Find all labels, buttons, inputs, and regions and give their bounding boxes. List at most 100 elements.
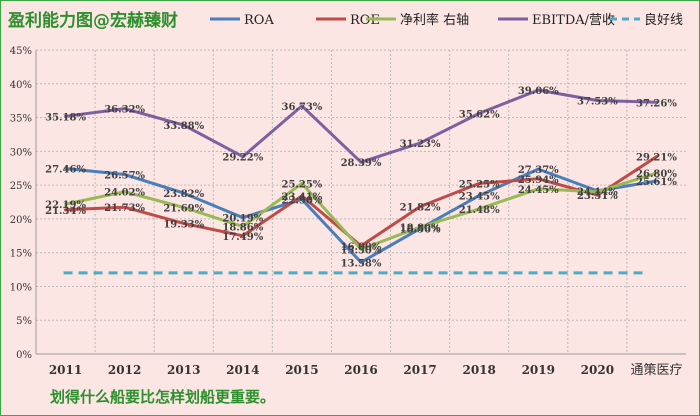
- data-point-roa: [300, 197, 304, 201]
- data-point-roe: [477, 181, 481, 185]
- data-label-ebitda: 31.23%: [400, 139, 441, 150]
- data-point-ebitda: [182, 123, 186, 127]
- data-label-roa: 23.82%: [163, 189, 204, 200]
- x-tick-label: 2015: [285, 363, 318, 377]
- x-tick-label: 2018: [462, 363, 495, 377]
- data-point-net_margin: [64, 202, 68, 206]
- data-label-net_margin: 15.50%: [341, 245, 382, 256]
- data-label-net_margin: 26.80%: [636, 169, 677, 180]
- data-label-net_margin: 25.25%: [281, 179, 322, 190]
- x-tick-label: 2013: [167, 363, 200, 377]
- data-label-roa: 27.46%: [45, 164, 86, 175]
- data-point-roa: [359, 260, 363, 264]
- gridlines: [36, 49, 686, 354]
- data-point-roa: [182, 191, 186, 195]
- data-label-roa: 23.45%: [459, 192, 500, 203]
- chart-title: 盈利能力图@宏赫臻财: [8, 11, 178, 31]
- x-tick-label: 2017: [403, 363, 436, 377]
- data-label-roa: 13.58%: [341, 258, 382, 269]
- legend-label-ebitda: EBITDA/营收: [532, 13, 615, 28]
- data-point-ebitda: [64, 114, 68, 118]
- data-label-roe: 21.82%: [400, 203, 441, 214]
- data-point-net_margin: [654, 171, 658, 175]
- data-label-net_margin: 18.80%: [400, 223, 441, 234]
- data-label-roe: 23.41%: [281, 192, 322, 203]
- data-label-ebitda: 28.39%: [341, 158, 382, 169]
- data-point-net_margin: [123, 190, 127, 194]
- data-point-ebitda: [300, 104, 304, 108]
- data-point-roe: [64, 208, 68, 212]
- data-label-ebitda: 33.88%: [163, 121, 204, 132]
- data-point-roa: [241, 216, 245, 220]
- x-tick-label: 2011: [49, 363, 82, 377]
- legend-label-good_line: 良好线: [644, 12, 683, 28]
- data-label-ebitda: 29.22%: [222, 153, 263, 164]
- data-label-net_margin: 24.02%: [104, 188, 145, 199]
- data-label-roe: 25.25%: [459, 179, 500, 190]
- data-point-net_margin: [536, 187, 540, 191]
- data-label-roe: 17.49%: [222, 232, 263, 243]
- footer-note: 划得什么船要比怎样划船更重要。: [50, 388, 276, 406]
- data-label-roe: 29.21%: [636, 153, 677, 164]
- data-point-ebitda: [654, 100, 658, 104]
- y-tick-label: 45%: [10, 46, 32, 57]
- data-label-net_margin: 24.45%: [518, 185, 559, 196]
- data-label-roe: 25.94%: [518, 175, 559, 186]
- data-label-roe: 16.00%: [341, 242, 382, 253]
- x-tick-label: 2016: [344, 363, 377, 377]
- legend-label-roa: ROA: [244, 13, 274, 28]
- data-point-roe: [123, 205, 127, 209]
- data-label-net_margin: 22.19%: [45, 200, 86, 211]
- data-point-roe: [182, 221, 186, 225]
- legend-label-net_margin: 净利率 右轴: [400, 12, 469, 28]
- data-label-roe: 21.73%: [104, 203, 145, 214]
- data-point-roa: [536, 167, 540, 171]
- data-label-ebitda: 36.73%: [281, 102, 322, 113]
- data-point-net_margin: [595, 190, 599, 194]
- data-point-net_margin: [241, 225, 245, 229]
- y-tick-label: 15%: [10, 249, 32, 260]
- data-point-ebitda: [418, 141, 422, 145]
- data-label-net_margin: 21.69%: [163, 203, 204, 214]
- legend-label-roe: ROE: [350, 13, 380, 28]
- y-tick-label: 25%: [10, 181, 32, 192]
- x-tick-label: 2012: [108, 363, 141, 377]
- y-tick-label: 10%: [10, 282, 32, 293]
- data-point-ebitda: [595, 98, 599, 102]
- data-point-roe: [418, 205, 422, 209]
- data-label-roa: 20.19%: [222, 214, 263, 225]
- x-tick-label: 通策医疗: [630, 362, 682, 378]
- data-label-roa: 24.14%: [577, 187, 618, 198]
- data-label-roa: 27.37%: [518, 165, 559, 176]
- data-point-roe: [300, 194, 304, 198]
- data-point-ebitda: [241, 155, 245, 159]
- y-tick-label: 5%: [16, 316, 32, 327]
- data-point-net_margin: [300, 181, 304, 185]
- data-point-ebitda: [536, 88, 540, 92]
- y-tick-label: 20%: [10, 215, 32, 226]
- data-label-ebitda: 36.32%: [104, 105, 145, 116]
- data-label-roa: 22.90%: [281, 195, 322, 206]
- data-point-ebitda: [477, 111, 481, 115]
- legend: ROA ROE 净利率 右轴 EBITDA/营收 良好线: [210, 12, 683, 28]
- data-point-net_margin: [418, 225, 422, 229]
- data-label-net_margin: 18.86%: [222, 223, 263, 234]
- data-label-roa: 18.56%: [400, 225, 441, 236]
- axes: 0% 5% 10% 15% 20% 25% 30% 35% 40% 45% 2011 2012 2013…: [10, 46, 686, 378]
- data-point-ebitda: [123, 107, 127, 111]
- data-point-roe: [241, 234, 245, 238]
- data-label-ebitda: 37.53%: [577, 96, 618, 107]
- data-labels: 27.46% 26.57% 23.82% 20.19% 22.90% 13.58% 18.5…: [45, 86, 677, 269]
- data-point-net_margin: [359, 247, 363, 251]
- data-point-roe: [654, 155, 658, 159]
- data-point-roe: [536, 177, 540, 181]
- data-point-roa: [123, 173, 127, 177]
- data-label-roe: 19.33%: [163, 219, 204, 230]
- data-point-ebitda: [359, 160, 363, 164]
- data-point-net_margin: [477, 207, 481, 211]
- data-label-roe: 23.51%: [577, 191, 618, 202]
- y-tick-label: 0%: [16, 350, 32, 361]
- series-lines: [63, 88, 658, 275]
- data-label-ebitda: 35.18%: [45, 112, 86, 123]
